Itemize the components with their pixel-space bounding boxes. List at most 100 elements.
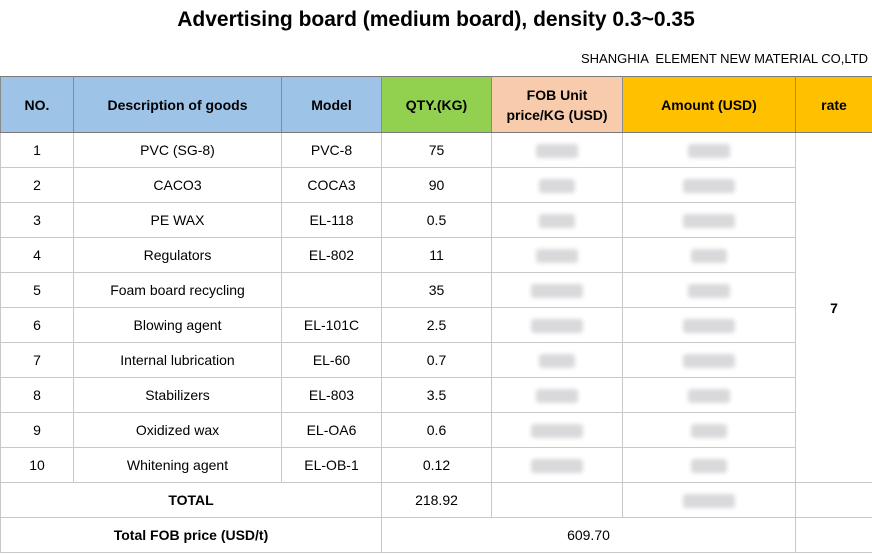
row-qty: 0.5 [381,202,492,238]
row-qty: 0.12 [381,447,492,483]
header-fob-line2: price/KG (USD) [506,106,608,123]
redaction-blur [683,214,735,229]
table-row: 6 Blowing agent EL-101C 2.5 [0,307,872,343]
row-qty: 0.6 [381,412,492,448]
header-qty: QTY.(KG) [381,76,492,133]
redaction-blur [539,214,575,229]
row-qty: 3.5 [381,377,492,413]
table-row: 2 CACO3 COCA3 90 [0,167,872,203]
row-qty: 2.5 [381,307,492,343]
table-row: 7 Internal lubrication EL-60 0.7 [0,342,872,378]
company-name: SHANGHIA ELEMENT NEW MATERIAL CO,LTD [580,51,868,66]
row-description: PVC (SG-8) [73,132,282,168]
total-label: TOTAL [0,482,382,518]
fob-total-rate-empty [795,517,872,553]
row-description: Internal lubrication [73,342,282,378]
row-model: COCA3 [281,167,382,203]
row-amount-redacted [622,342,796,378]
goods-table: NO. Description of goods Model QTY.(KG) … [0,76,872,553]
row-qty: 75 [381,132,492,168]
redaction-blur [683,179,735,194]
row-no: 7 [0,342,74,378]
row-fob-unit-price-redacted [491,132,623,168]
row-no: 4 [0,237,74,273]
row-description: Whitening agent [73,447,282,483]
row-amount-redacted [622,202,796,238]
redaction-blur [688,389,730,404]
row-model: EL-60 [281,342,382,378]
row-fob-unit-price-redacted [491,272,623,308]
row-no: 6 [0,307,74,343]
redaction-blur [536,389,578,404]
table-row: 10 Whitening agent EL-OB-1 0.12 [0,447,872,483]
redaction-blur [691,249,727,264]
row-amount-redacted [622,272,796,308]
redaction-blur [683,354,735,369]
row-model: PVC-8 [281,132,382,168]
redaction-blur [683,494,735,509]
header-fob-line1: FOB Unit [526,86,588,103]
header-no: NO. [0,76,74,133]
fob-total-label: Total FOB price (USD/t) [0,517,382,553]
row-amount-redacted [622,167,796,203]
row-no: 2 [0,167,74,203]
redaction-blur [539,354,575,369]
row-description: Foam board recycling [73,272,282,308]
row-description: Blowing agent [73,307,282,343]
rate-value: 7 [795,132,872,483]
row-model: EL-OA6 [281,412,382,448]
row-model: EL-803 [281,377,382,413]
row-no: 8 [0,377,74,413]
row-amount-redacted [622,237,796,273]
redaction-blur [539,179,575,194]
header-rate: rate [795,76,872,133]
redaction-blur [691,424,727,439]
redaction-blur [531,459,583,474]
table-row: 4 Regulators EL-802 11 [0,237,872,273]
header-description: Description of goods [73,76,282,133]
table-row: 5 Foam board recycling 35 [0,272,872,308]
redaction-blur [531,319,583,334]
redaction-blur [536,144,578,159]
row-fob-unit-price-redacted [491,377,623,413]
row-description: Stabilizers [73,377,282,413]
total-row: TOTAL 218.92 [0,482,872,518]
row-amount-redacted [622,377,796,413]
redaction-blur [688,284,730,299]
table-row: 1 PVC (SG-8) PVC-8 75 7 [0,132,872,483]
row-description: CACO3 [73,167,282,203]
table-row: 9 Oxidized wax EL-OA6 0.6 [0,412,872,448]
redaction-blur [688,144,730,159]
row-fob-unit-price-redacted [491,202,623,238]
row-amount-redacted [622,412,796,448]
redaction-blur [691,459,727,474]
row-fob-unit-price-redacted [491,167,623,203]
header-amount: Amount (USD) [622,76,796,133]
fob-total-value: 609.70 [381,517,796,553]
row-fob-unit-price-redacted [491,307,623,343]
total-rate-empty [795,482,872,518]
row-model: EL-802 [281,237,382,273]
total-qty: 218.92 [381,482,492,518]
row-model: EL-118 [281,202,382,238]
row-qty: 11 [381,237,492,273]
header-row: NO. Description of goods Model QTY.(KG) … [0,76,872,133]
header-model: Model [281,76,382,133]
row-amount-redacted [622,447,796,483]
row-no: 3 [0,202,74,238]
redaction-blur [683,319,735,334]
redaction-blur [531,284,583,299]
fob-total-row: Total FOB price (USD/t) 609.70 [0,517,872,553]
header-fob-unit-price: FOB Unit price/KG (USD) [491,76,623,133]
row-qty: 90 [381,167,492,203]
row-qty: 35 [381,272,492,308]
row-description: Oxidized wax [73,412,282,448]
row-fob-unit-price-redacted [491,237,623,273]
row-description: Regulators [73,237,282,273]
page-title: Advertising board (medium board), densit… [177,8,695,31]
row-qty: 0.7 [381,342,492,378]
redaction-blur [536,249,578,264]
row-no: 5 [0,272,74,308]
row-no: 1 [0,132,74,168]
row-fob-unit-price-redacted [491,412,623,448]
